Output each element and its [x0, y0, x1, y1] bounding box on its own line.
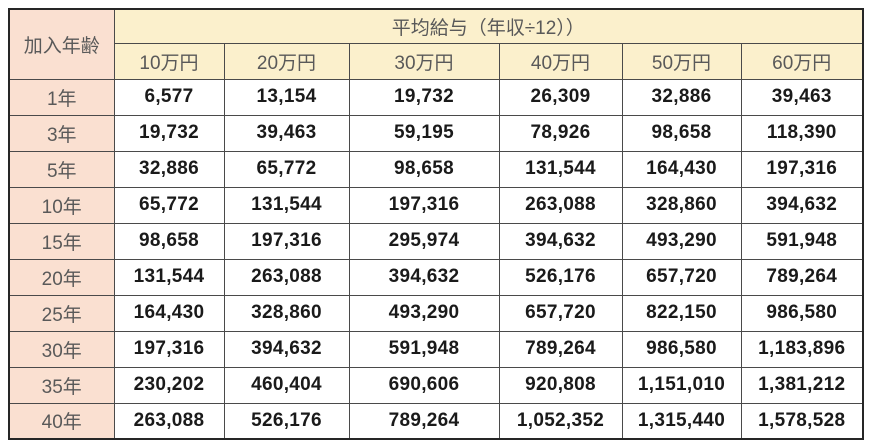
value-cell: 197,316: [113, 330, 225, 368]
value-cell: 131,544: [223, 186, 350, 224]
column-header-cell: 50万円: [621, 42, 742, 80]
value-cell: 19,732: [113, 114, 225, 152]
value-cell: 98,658: [621, 114, 742, 152]
column-header-cell: 20万円: [223, 42, 350, 80]
value-cell: 493,290: [621, 222, 742, 260]
value-cell: 657,720: [498, 294, 623, 332]
value-cell: 164,430: [621, 150, 742, 188]
column-header-cell: 10万円: [113, 42, 225, 80]
table-header-row-columns: 10万円 20万円 30万円 40万円 50万円 60万円: [9, 42, 864, 80]
value-cell: 197,316: [740, 150, 864, 188]
table-header-row-title: 加入年齢 平均給与（年収÷12））: [8, 8, 864, 80]
salary-table-container: 加入年齢 平均給与（年収÷12）） 10万円 20万円 30万円 40万円 50…: [8, 8, 864, 440]
value-cell: 1,578,528: [740, 402, 864, 440]
value-cell: 197,316: [348, 186, 500, 224]
column-header-cell: 60万円: [740, 42, 864, 80]
value-cell: 59,195: [348, 114, 500, 152]
corner-header-cell: 加入年齢: [8, 8, 115, 80]
row-label-cell: 40年: [8, 402, 115, 440]
value-cell: 822,150: [621, 294, 742, 332]
value-cell: 986,580: [740, 294, 864, 332]
table-row: 3年 19,732 39,463 59,195 78,926 98,658 11…: [8, 114, 864, 152]
value-cell: 98,658: [113, 222, 225, 260]
value-cell: 164,430: [113, 294, 225, 332]
value-cell: 394,632: [740, 186, 864, 224]
row-label-cell: 25年: [8, 294, 115, 332]
row-label-cell: 3年: [8, 114, 115, 152]
value-cell: 986,580: [621, 330, 742, 368]
value-cell: 1,183,896: [740, 330, 864, 368]
table-row: 10年 65,772 131,544 197,316 263,088 328,8…: [8, 186, 864, 224]
value-cell: 526,176: [498, 258, 623, 296]
table-title-cell: 平均給与（年収÷12））: [113, 8, 864, 44]
table-row: 15年 98,658 197,316 295,974 394,632 493,2…: [8, 222, 864, 260]
value-cell: 1,381,212: [740, 366, 864, 404]
table-row: 35年 230,202 460,404 690,606 920,808 1,15…: [8, 366, 864, 404]
value-cell: 13,154: [223, 78, 350, 116]
value-cell: 295,974: [348, 222, 500, 260]
value-cell: 263,088: [498, 186, 623, 224]
column-header-cell: 30万円: [348, 42, 500, 80]
value-cell: 657,720: [621, 258, 742, 296]
value-cell: 1,151,010: [621, 366, 742, 404]
table-row: 30年 197,316 394,632 591,948 789,264 986,…: [8, 330, 864, 368]
salary-table: 加入年齢 平均給与（年収÷12）） 10万円 20万円 30万円 40万円 50…: [8, 8, 864, 440]
value-cell: 26,309: [498, 78, 623, 116]
row-label-cell: 20年: [8, 258, 115, 296]
table-row: 1年 6,577 13,154 19,732 26,309 32,886 39,…: [8, 78, 864, 116]
value-cell: 197,316: [223, 222, 350, 260]
row-label-cell: 15年: [8, 222, 115, 260]
value-cell: 98,658: [348, 150, 500, 188]
value-cell: 32,886: [113, 150, 225, 188]
value-cell: 1,315,440: [621, 402, 742, 440]
value-cell: 789,264: [348, 402, 500, 440]
value-cell: 493,290: [348, 294, 500, 332]
value-cell: 394,632: [223, 330, 350, 368]
value-cell: 131,544: [113, 258, 225, 296]
value-cell: 591,948: [348, 330, 500, 368]
value-cell: 65,772: [113, 186, 225, 224]
value-cell: 263,088: [113, 402, 225, 440]
value-cell: 328,860: [223, 294, 350, 332]
value-cell: 1,052,352: [498, 402, 623, 440]
value-cell: 78,926: [498, 114, 623, 152]
value-cell: 690,606: [348, 366, 500, 404]
row-label-cell: 5年: [8, 150, 115, 188]
value-cell: 19,732: [348, 78, 500, 116]
value-cell: 39,463: [740, 78, 864, 116]
value-cell: 65,772: [223, 150, 350, 188]
value-cell: 526,176: [223, 402, 350, 440]
table-row: 25年 164,430 328,860 493,290 657,720 822,…: [8, 294, 864, 332]
value-cell: 39,463: [223, 114, 350, 152]
value-cell: 328,860: [621, 186, 742, 224]
value-cell: 920,808: [498, 366, 623, 404]
value-cell: 118,390: [740, 114, 864, 152]
value-cell: 789,264: [740, 258, 864, 296]
value-cell: 394,632: [348, 258, 500, 296]
table-row: 20年 131,544 263,088 394,632 526,176 657,…: [8, 258, 864, 296]
row-label-cell: 30年: [8, 330, 115, 368]
value-cell: 460,404: [223, 366, 350, 404]
column-header-cell: 40万円: [498, 42, 623, 80]
row-label-cell: 35年: [8, 366, 115, 404]
row-label-cell: 10年: [8, 186, 115, 224]
value-cell: 6,577: [113, 78, 225, 116]
value-cell: 230,202: [113, 366, 225, 404]
value-cell: 131,544: [498, 150, 623, 188]
value-cell: 789,264: [498, 330, 623, 368]
row-label-cell: 1年: [8, 78, 115, 116]
value-cell: 263,088: [223, 258, 350, 296]
value-cell: 32,886: [621, 78, 742, 116]
value-cell: 394,632: [498, 222, 623, 260]
table-row: 40年 263,088 526,176 789,264 1,052,352 1,…: [8, 402, 864, 440]
table-row: 5年 32,886 65,772 98,658 131,544 164,430 …: [8, 150, 864, 188]
value-cell: 591,948: [740, 222, 864, 260]
